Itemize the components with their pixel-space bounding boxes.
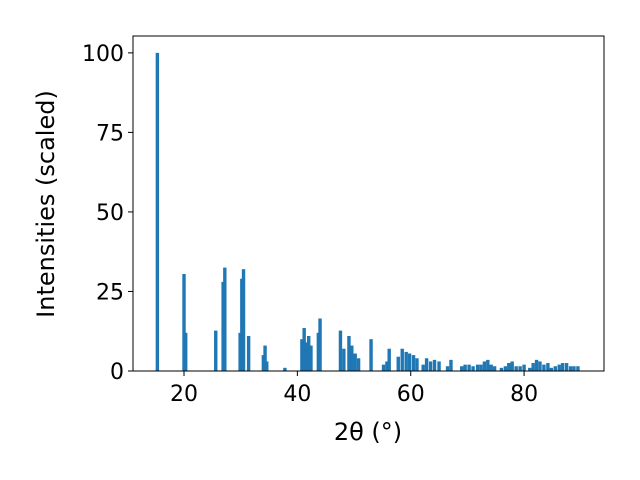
bar [437,361,441,371]
bar [381,364,386,371]
bar [538,361,542,371]
bar [549,367,553,371]
bar [415,358,419,371]
bar [475,364,480,371]
bar [522,364,526,371]
bar [531,363,535,371]
bar [467,364,471,371]
bar [265,361,269,371]
bar [263,345,267,371]
bar [460,366,464,371]
bar [560,363,565,371]
bar [542,364,546,371]
bar [471,366,475,371]
bar [369,339,373,371]
bar [318,318,322,371]
x-axis-label: 2θ (°) [334,418,402,446]
bar [572,366,576,371]
bar [463,364,467,371]
bar [507,363,511,371]
bar [557,364,561,371]
bar [568,366,573,371]
bar [428,361,433,371]
y-tick-label: 0 [110,360,124,385]
bar [546,363,550,371]
bar [223,267,227,371]
bar [518,366,522,371]
bar [479,364,483,371]
bar [514,366,518,371]
bar [241,269,246,371]
bar [445,366,450,371]
bar [492,366,497,371]
bar [353,353,357,371]
bar [214,330,218,371]
bar [499,367,504,371]
bar [553,366,557,371]
bar [385,361,389,371]
bar [307,336,311,371]
bar [400,348,404,371]
bar [283,367,287,371]
bar [155,52,160,371]
bar [342,348,346,371]
x-tick-label: 20 [170,382,198,407]
x-tick-label: 60 [397,382,425,407]
bar [432,359,437,371]
bar [424,358,429,371]
bar [411,355,416,371]
bar [564,363,569,371]
plot-frame [132,35,605,372]
bar [246,336,251,371]
bar [347,336,351,371]
bar [489,364,493,371]
bar [404,351,408,371]
bar [309,345,313,371]
y-tick-label: 25 [96,280,124,305]
bar [482,361,487,371]
bar [421,364,425,371]
bar [184,332,188,371]
bar [387,348,391,371]
y-tick-label: 75 [96,121,124,146]
bar [576,366,580,371]
bar [396,356,400,371]
bar [449,359,453,371]
x-tick-label: 40 [283,382,311,407]
bar [182,273,186,371]
bar [302,328,306,371]
bar [356,358,361,371]
bar [338,330,343,371]
bar [300,339,304,371]
bar [528,367,532,371]
y-axis-label: Intensities (scaled) [32,90,60,318]
bar [304,342,309,371]
bar [350,345,354,371]
y-tick-label: 50 [96,201,124,226]
bar [534,359,539,371]
x-tick-label: 80 [510,382,538,407]
y-tick-label: 100 [82,42,124,67]
bar [486,359,490,371]
bar [510,361,514,371]
bar [503,366,508,371]
bar [407,353,412,371]
